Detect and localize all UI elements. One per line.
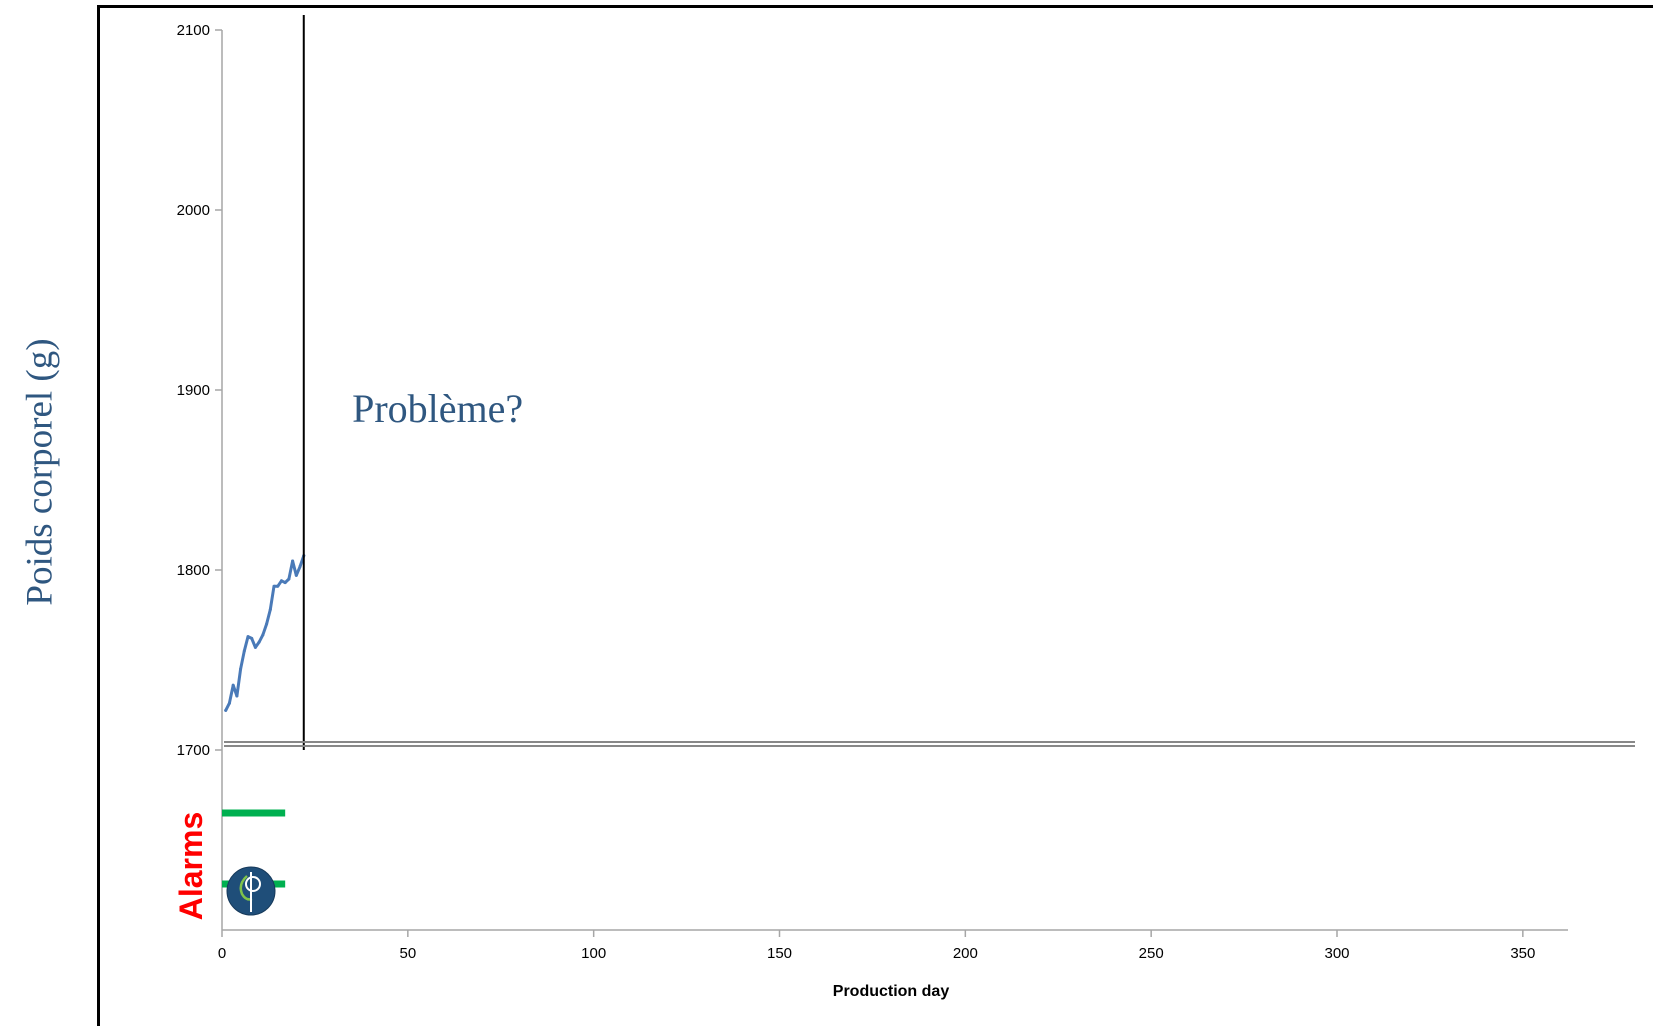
data-point [235,694,239,698]
circle-phi-logo-icon [226,866,276,916]
axes: 1700 1800 1900 2000 2100 0 50 100 150 200 250 300 35… [177,22,1568,962]
data-point [291,559,295,563]
x-axis-title: Production day [833,983,950,1000]
data-point [287,577,291,581]
alarm-label: Alarms [173,812,209,921]
y-tick-label: 1800 [177,562,210,579]
data-point [283,581,287,585]
data-point [268,608,272,612]
y-tick-label: 1700 [177,742,210,759]
data-point [265,622,269,626]
x-tick-label: 300 [1324,945,1349,962]
data-point [227,701,231,705]
data-point [246,635,250,639]
x-tick-label: 250 [1139,945,1164,962]
x-tick-label: 100 [581,945,606,962]
x-tick-label: 50 [399,945,416,962]
y-tick-label: 2000 [177,202,210,219]
data-point [276,584,280,588]
series-layer [224,554,306,712]
data-point [279,579,283,583]
data-point [253,645,257,649]
series-line [224,554,306,712]
chart-frame [97,5,1653,1026]
data-point [294,573,298,577]
data-point [298,564,302,568]
y-tick-label: 2100 [177,22,210,39]
data-point [231,683,235,687]
x-tick-label: 150 [767,945,792,962]
x-tick-label: 350 [1510,945,1535,962]
data-point [261,633,265,637]
y-tick-label: 1900 [177,382,210,399]
data-point [239,667,243,671]
data-point [242,649,246,653]
data-point [272,584,276,588]
annotation-text: Problème? [352,386,523,431]
x-tick-label: 0 [218,945,226,962]
data-point [224,708,228,712]
data-point [250,636,254,640]
data-point [257,640,261,644]
x-tick-label: 200 [953,945,978,962]
